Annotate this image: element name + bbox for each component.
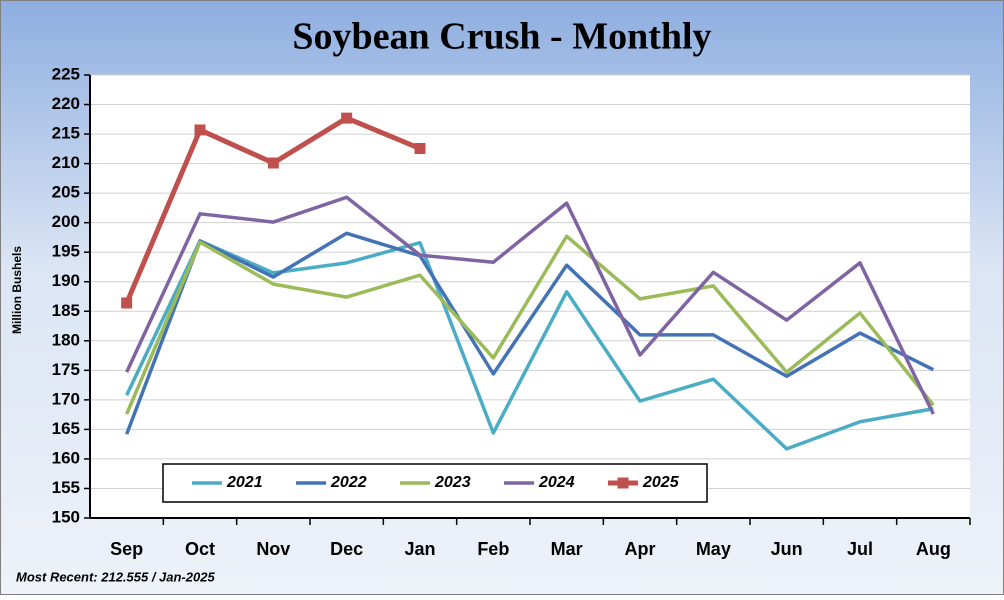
legend-items: 2021 2022 2023 2024 2025 [192,474,680,491]
series-line [125,239,934,451]
x-tick-label: Jul [847,539,873,559]
x-tick-label: Jan [404,539,435,559]
chart-title: Soybean Crush - Monthly [292,16,711,58]
x-tick-label: May [696,539,731,559]
legend-label: 2021 [226,474,263,491]
x-tick-label: Apr [625,539,656,559]
x-tick-label: Nov [256,539,290,559]
y-tick-label: 215 [52,124,80,143]
x-tick-label: Jun [771,539,803,559]
y-tick-label: 185 [52,301,80,320]
y-tick-label: 170 [52,389,80,408]
y-tick-label: 180 [52,330,80,349]
x-tick-label: Feb [477,539,509,559]
y-tick-label: 220 [52,94,80,113]
lines [121,112,935,451]
marker [267,157,279,169]
y-tick-label: 155 [52,478,80,497]
marker [341,112,353,124]
y-tick-label: 190 [52,271,80,290]
marker [414,143,426,155]
footnote: Most Recent: 212.555 / Jan-2025 [16,569,215,584]
y-tick-label: 210 [52,153,80,172]
y-tick-label: 175 [52,360,80,379]
legend-label: 2024 [538,474,575,491]
x-tick-label: Dec [330,539,363,559]
marker [194,124,206,136]
y-tick-label: 200 [52,212,80,231]
y-tick-label: 195 [52,242,80,261]
y-tick-label: 150 [52,507,80,526]
y-tick-label: 160 [52,448,80,467]
y-tick-label: 165 [52,419,80,438]
marker [121,297,133,309]
y-axis-label: Million Bushels [10,246,24,334]
x-tick-label: Oct [185,539,215,559]
legend-label: 2025 [642,474,680,491]
legend-marker [617,477,629,489]
y-tick-label: 225 [52,64,80,83]
series-line [125,234,935,415]
legend-label: 2022 [330,474,367,491]
legend-label: 2023 [434,474,471,491]
series-line [125,231,935,435]
x-tick-label: Aug [916,539,951,559]
x-tick-label: Sep [110,539,143,559]
series-line [125,195,935,415]
x-tick-label: Mar [551,539,583,559]
y-tick-label: 205 [52,183,80,202]
